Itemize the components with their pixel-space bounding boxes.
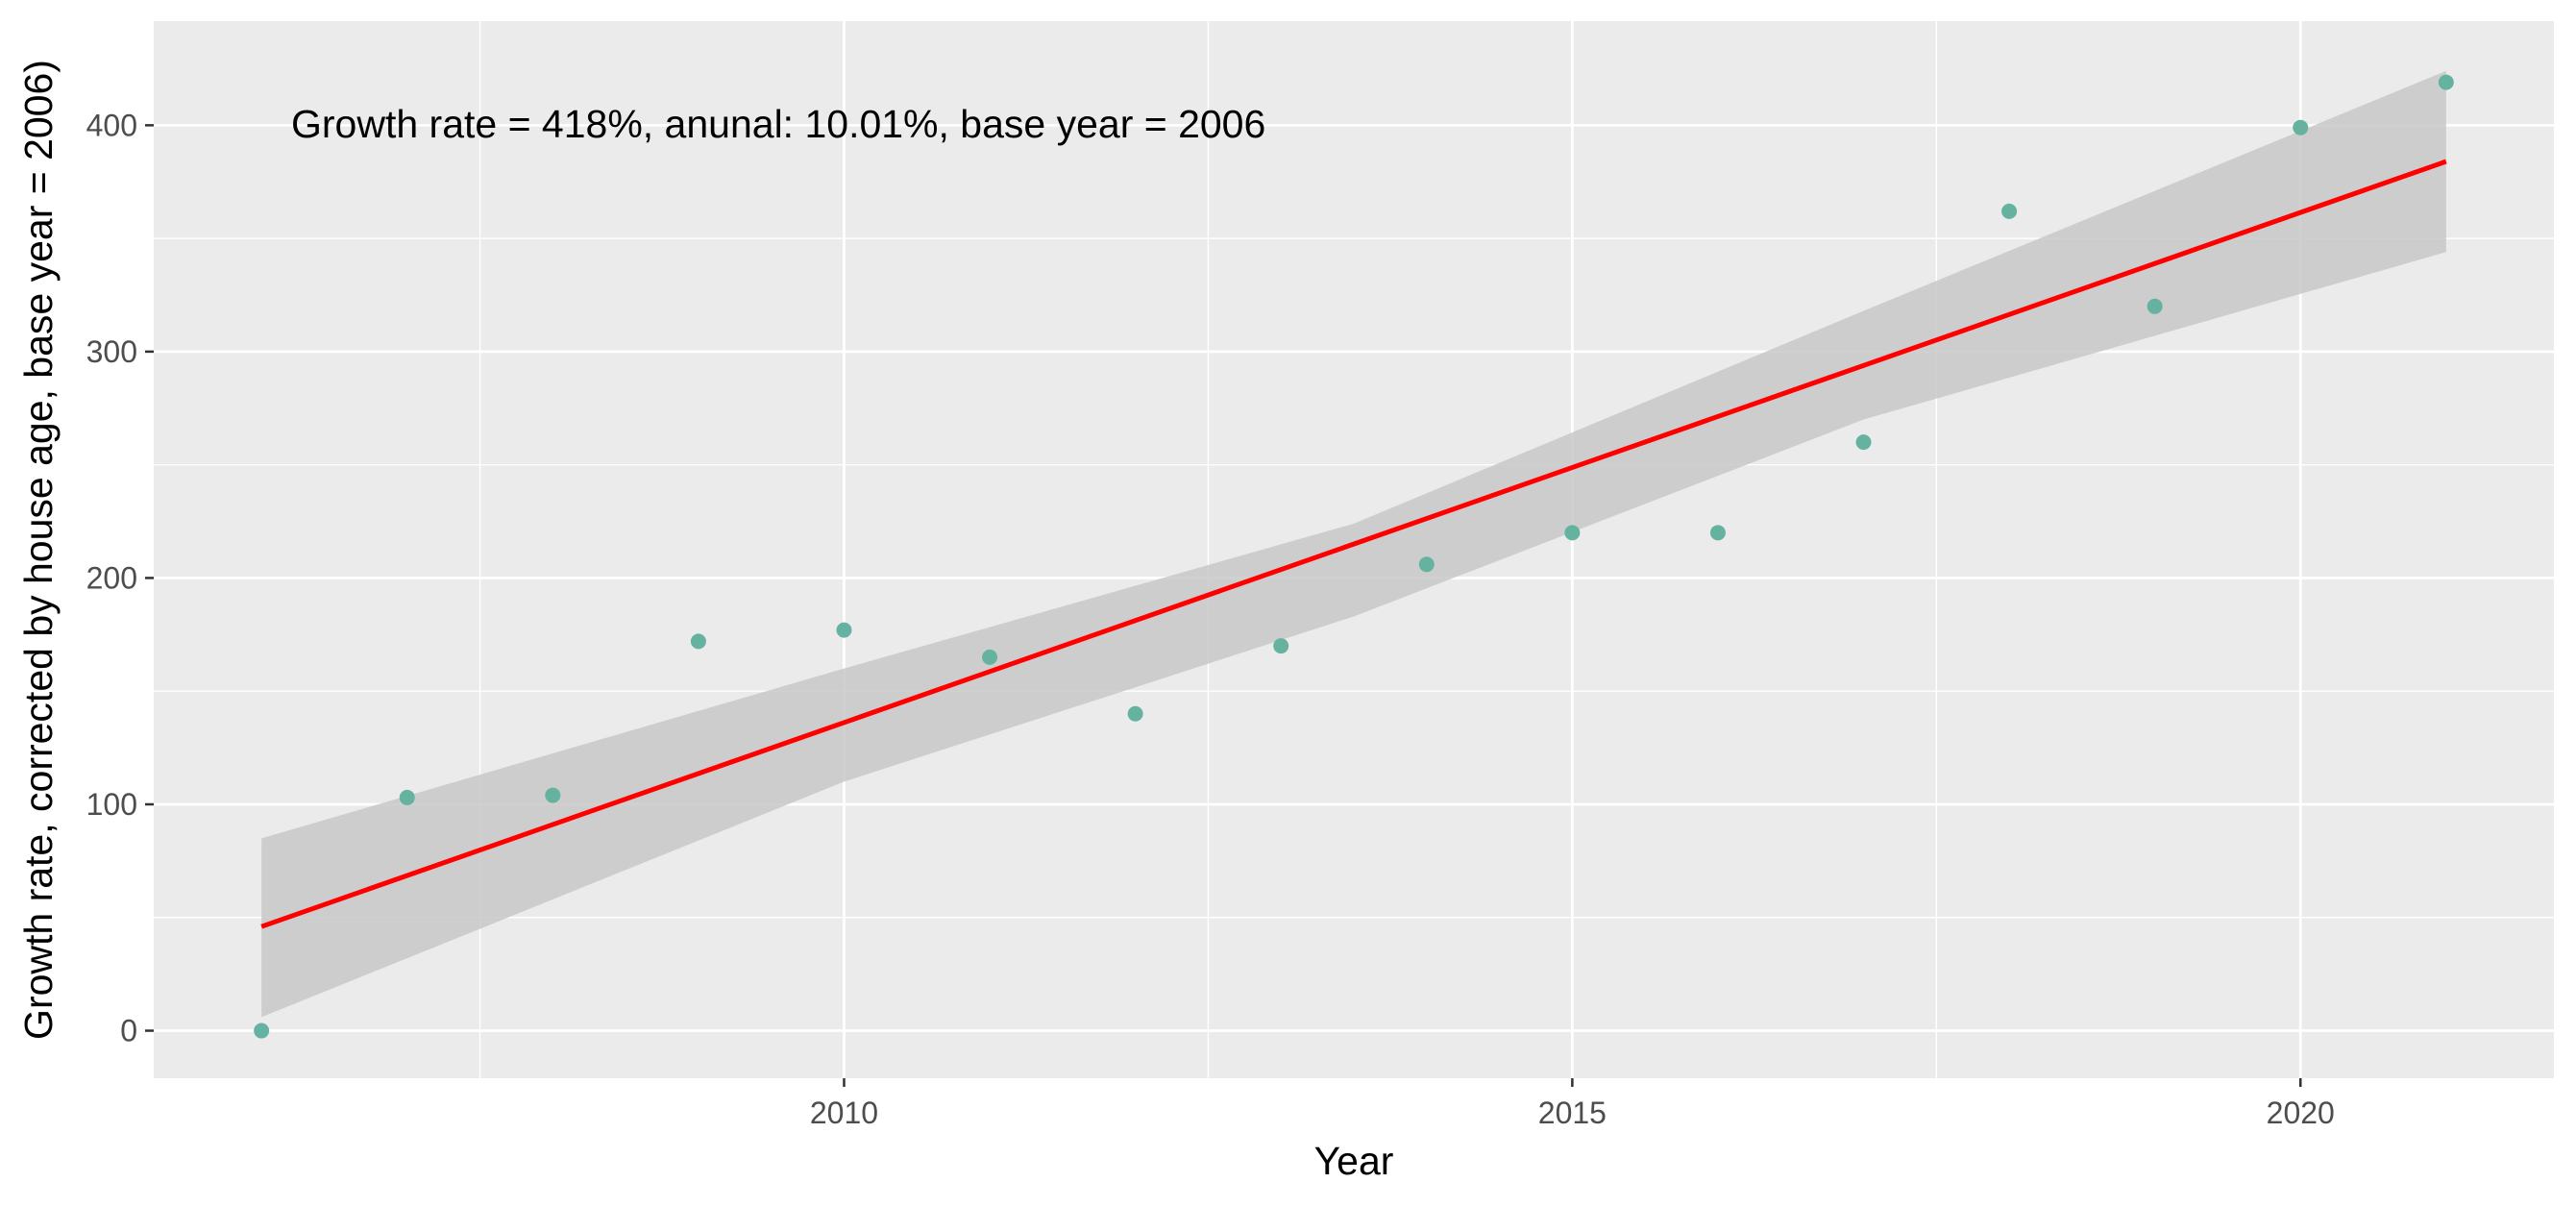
data-point xyxy=(2438,74,2454,90)
fit-line xyxy=(260,159,2447,929)
data-point xyxy=(2293,119,2309,135)
data-point xyxy=(1709,525,1726,541)
data-point xyxy=(2147,298,2163,314)
x-axis-title: Year xyxy=(1314,1139,1394,1183)
major-gridlines xyxy=(154,21,2554,1078)
data-point xyxy=(690,633,706,650)
data-point xyxy=(1855,434,1872,451)
data-point xyxy=(254,1022,270,1039)
data-point xyxy=(1127,705,1143,722)
x-tick-label: 2020 xyxy=(2267,1096,2335,1130)
y-tick-label: 200 xyxy=(86,560,137,595)
data-point xyxy=(2001,203,2018,219)
data-point xyxy=(1418,556,1435,573)
data-points xyxy=(254,74,2454,1039)
data-point xyxy=(982,649,998,665)
y-tick-label: 0 xyxy=(120,1014,137,1048)
y-axis-title: Growth rate, corrected by house age, bas… xyxy=(16,60,61,1040)
x-axis-ticks: 2010 2015 2020 xyxy=(810,1078,2335,1130)
y-tick-label: 100 xyxy=(86,787,137,822)
y-axis-ticks: 0 100 200 300 400 xyxy=(86,108,154,1048)
data-point xyxy=(1273,638,1289,654)
data-point xyxy=(1564,525,1581,541)
x-tick-label: 2010 xyxy=(810,1096,878,1130)
y-tick-label: 300 xyxy=(86,334,137,369)
x-tick-label: 2015 xyxy=(1538,1096,1607,1130)
data-point xyxy=(545,787,561,803)
y-tick-label: 400 xyxy=(86,108,137,142)
chart-annotation: Growth rate = 418%, anunal: 10.01%, base… xyxy=(291,102,1265,146)
data-point xyxy=(836,622,852,638)
data-point xyxy=(399,789,415,805)
